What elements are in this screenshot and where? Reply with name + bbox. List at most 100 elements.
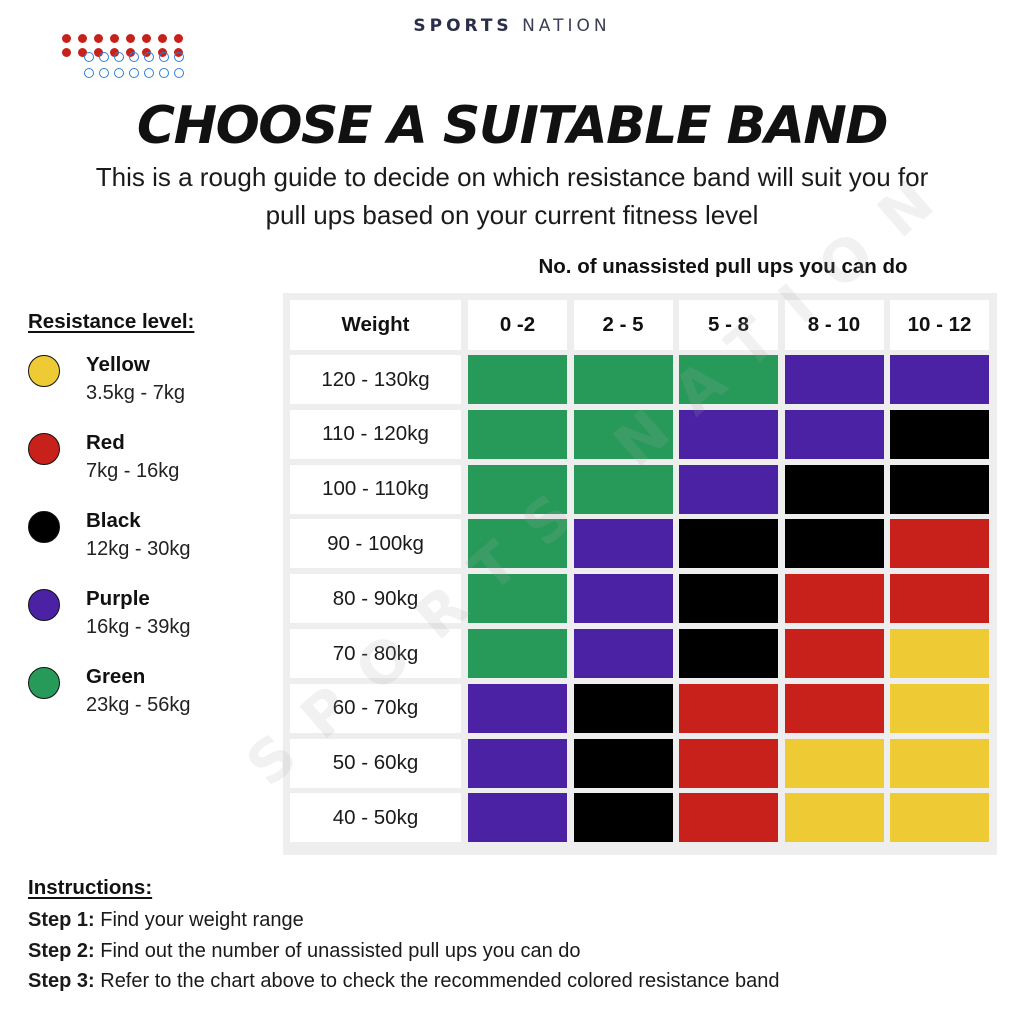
band-cell-purple	[468, 793, 567, 843]
band-cell-green	[468, 464, 567, 514]
subtitle-line-1: This is a rough guide to decide on which…	[95, 162, 929, 192]
band-cell-yellow	[784, 793, 884, 843]
step-text: Find out the number of unassisted pull u…	[94, 939, 581, 962]
band-cell-black	[890, 409, 989, 459]
band-cell-purple	[890, 355, 989, 404]
legend-name: Purple	[86, 587, 150, 610]
band-cell-red	[890, 574, 989, 624]
column-header: 5 - 8	[679, 300, 778, 350]
step-label: Step 3:	[28, 970, 95, 992]
band-cell-purple	[784, 409, 884, 459]
band-cell-red	[784, 574, 884, 624]
legend-range: 12kg - 30kg	[86, 538, 191, 560]
band-cell-black	[573, 683, 673, 733]
band-cell-purple	[468, 683, 567, 733]
instruction-step: Step 2: Find out the number of unassiste…	[28, 940, 581, 963]
band-cell-yellow	[890, 629, 989, 678]
band-cell-black	[784, 464, 884, 514]
column-header: 0 -2	[468, 300, 567, 350]
page-subtitle: This is a rough guide to decide on which…	[10, 158, 1014, 234]
band-cell-green	[573, 409, 673, 459]
pull-ups-caption: No. of unassisted pull ups you can do	[538, 255, 908, 278]
band-cell-green	[468, 355, 567, 404]
column-header: 10 - 12	[890, 300, 989, 350]
legend-swatch	[28, 589, 60, 621]
band-cell-red	[679, 793, 778, 843]
step-label: Step 2:	[28, 939, 95, 962]
legend-name: Red	[86, 431, 125, 454]
logo-red-dot	[142, 34, 151, 43]
band-cell-purple	[679, 409, 778, 459]
subtitle-line-2: pull ups based on your current fitness l…	[265, 200, 759, 230]
band-cell-black	[679, 519, 778, 569]
legend-item-red: Red 7kg - 16kg	[28, 431, 268, 491]
band-cell-black	[573, 738, 673, 788]
weight-row-label: 110 - 120kg	[290, 409, 461, 459]
band-cell-green	[468, 629, 567, 678]
instructions-title: Instructions:	[28, 876, 153, 899]
legend-range: 7kg - 16kg	[86, 460, 180, 482]
weight-row-label: 90 - 100kg	[290, 519, 461, 569]
band-cell-purple	[573, 629, 673, 678]
band-cell-purple	[573, 519, 673, 569]
band-cell-red	[784, 629, 884, 678]
instruction-step: Step 1: Find your weight range	[28, 909, 304, 932]
band-cell-green	[468, 409, 567, 459]
logo-blue-ring	[84, 68, 94, 78]
logo-red-dot	[158, 34, 167, 43]
logo-red-dot	[62, 34, 71, 43]
weight-row-label: 70 - 80kg	[290, 629, 461, 678]
logo-blue-ring	[174, 68, 184, 78]
band-cell-purple	[679, 464, 778, 514]
step-label: Step 1:	[28, 909, 95, 931]
logo-red-dot	[110, 34, 119, 43]
weight-row-label: 60 - 70kg	[290, 683, 461, 733]
page-title: CHOOSE A SUITABLE BAND	[136, 96, 889, 156]
band-cell-green	[468, 574, 567, 624]
logo-blue-ring	[129, 52, 139, 62]
legend-range: 16kg - 39kg	[86, 616, 191, 638]
column-header: 2 - 5	[573, 300, 673, 350]
logo-blue-ring	[99, 68, 109, 78]
band-cell-green	[573, 355, 673, 404]
band-cell-black	[679, 629, 778, 678]
band-cell-yellow	[784, 738, 884, 788]
band-cell-black	[890, 464, 989, 514]
logo-red-dot	[78, 48, 87, 57]
band-cell-black	[679, 574, 778, 624]
band-cell-green	[679, 355, 778, 404]
band-cell-red	[679, 738, 778, 788]
instruction-step: Step 3: Refer to the chart above to chec…	[28, 970, 780, 993]
legend-swatch	[28, 667, 60, 699]
logo-blue-ring	[114, 68, 124, 78]
band-cell-yellow	[890, 793, 989, 843]
weight-row-label: 100 - 110kg	[290, 464, 461, 514]
band-cell-purple	[784, 355, 884, 404]
logo-red-dot	[126, 34, 135, 43]
logo-blue-ring	[114, 52, 124, 62]
logo-blue-ring	[129, 68, 139, 78]
logo-blue-ring	[144, 52, 154, 62]
weight-row-label: 80 - 90kg	[290, 574, 461, 624]
legend-name: Black	[86, 509, 141, 532]
band-cell-red	[679, 683, 778, 733]
logo-blue-ring	[144, 68, 154, 78]
legend-name: Green	[86, 665, 146, 688]
band-cell-red	[890, 519, 989, 569]
legend-title: Resistance level:	[28, 310, 195, 333]
logo-blue-ring	[159, 68, 169, 78]
logo-blue-ring	[159, 52, 169, 62]
weight-row-label: 50 - 60kg	[290, 738, 461, 788]
legend-item-black: Black 12kg - 30kg	[28, 509, 268, 569]
legend-swatch	[28, 355, 60, 387]
logo-red-dot	[94, 34, 103, 43]
column-header: 8 - 10	[784, 300, 884, 350]
band-cell-yellow	[890, 683, 989, 733]
legend-item-purple: Purple 16kg - 39kg	[28, 587, 268, 647]
band-cell-black	[573, 793, 673, 843]
step-text: Refer to the chart above to check the re…	[94, 970, 780, 992]
logo-red-dot	[94, 48, 103, 57]
legend-item-green: Green 23kg - 56kg	[28, 665, 268, 725]
logo-blue-ring	[99, 52, 109, 62]
brand-nation: NATION	[522, 16, 611, 36]
